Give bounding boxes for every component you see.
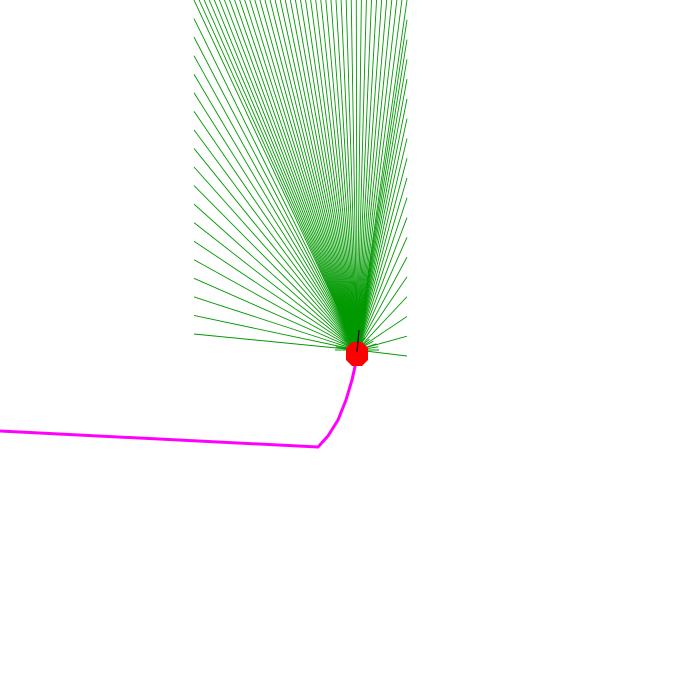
sensor-ray <box>193 36 358 351</box>
sensor-ray <box>193 185 358 351</box>
sensor-ray <box>356 0 388 351</box>
sensor-ray <box>264 0 358 351</box>
sensor-ray <box>356 0 398 351</box>
robot-marker-icon <box>346 329 368 366</box>
sensor-ray <box>320 0 358 351</box>
sensor-ray <box>193 92 358 351</box>
sensor-ray <box>356 158 408 351</box>
sensor-ray <box>193 148 358 351</box>
sensor-ray <box>356 177 408 351</box>
sensor-ray <box>193 259 358 351</box>
sensor-ray <box>193 296 358 351</box>
sensor-ray <box>330 0 358 351</box>
sensor-ray <box>193 166 358 351</box>
robot-body <box>346 342 368 366</box>
sensor-ray <box>224 0 358 351</box>
sensor-ray <box>193 129 358 351</box>
sensor-ray <box>279 0 358 351</box>
sensor-ray <box>335 0 358 351</box>
sensor-ray <box>356 0 362 351</box>
sensor-ray <box>356 39 408 351</box>
sensor-ray <box>244 0 358 351</box>
sensor-ray <box>284 0 358 351</box>
sensor-ray <box>356 0 393 351</box>
sensor-ray <box>208 0 358 351</box>
sensor-ray <box>229 0 358 351</box>
sensor-ray <box>356 59 408 351</box>
sensor-ray <box>193 277 358 351</box>
sensor-ray <box>356 0 372 351</box>
sensor-ray <box>289 0 358 351</box>
sensor-ray <box>315 0 358 351</box>
sensor-ray <box>350 0 358 351</box>
sensor-ray <box>193 240 358 351</box>
sensor-ray <box>259 0 358 351</box>
sensor-ray <box>356 19 408 351</box>
sensor-ray <box>193 73 358 351</box>
robot-trajectory-path <box>0 361 358 449</box>
sensor-ray <box>193 111 358 351</box>
sensor-ray <box>355 0 358 351</box>
sensor-ray <box>203 0 358 351</box>
heading-arrow-icon <box>356 329 360 353</box>
sensor-ray <box>274 0 358 351</box>
sensor-ray <box>193 315 358 351</box>
sensor-ray-fan <box>193 0 408 357</box>
sensor-ray <box>213 0 358 351</box>
sensor-ray <box>356 197 408 351</box>
sensor-ray <box>218 0 358 351</box>
sensor-ray <box>356 296 408 351</box>
sensor-ray <box>356 237 408 351</box>
sensor-ray <box>356 79 408 351</box>
sensor-ray <box>193 55 358 351</box>
sensor-ray <box>356 256 408 351</box>
sensor-ray <box>356 0 367 351</box>
sensor-ray <box>294 0 358 351</box>
sensor-ray <box>193 18 358 351</box>
sensor-ray <box>356 0 403 351</box>
sensor-ray <box>254 0 358 351</box>
sensor-ray <box>239 0 358 351</box>
sensor-ray <box>356 0 408 351</box>
sensor-ray <box>305 0 358 351</box>
sensor-ray <box>356 276 408 351</box>
sensor-ray <box>356 316 408 351</box>
sensor-ray <box>234 0 358 351</box>
sensor-ray <box>345 0 358 351</box>
sensor-ray <box>356 0 378 351</box>
sensor-ray <box>249 0 358 351</box>
sensor-ray <box>356 98 408 351</box>
sensor-ray <box>193 222 358 351</box>
sensor-ray <box>269 0 358 351</box>
sensor-ray <box>310 0 358 351</box>
sensor-ray <box>198 0 358 351</box>
sensor-ray <box>340 0 358 351</box>
sensor-ray <box>300 0 358 351</box>
sensor-ray <box>193 203 358 351</box>
sensor-ray <box>356 118 408 351</box>
sensor-ray <box>356 217 408 351</box>
sensor-ray <box>193 0 358 351</box>
sensor-ray <box>356 138 408 351</box>
sensor-ray <box>193 333 358 351</box>
sensor-ray <box>356 0 383 351</box>
sensor-ray <box>325 0 358 351</box>
